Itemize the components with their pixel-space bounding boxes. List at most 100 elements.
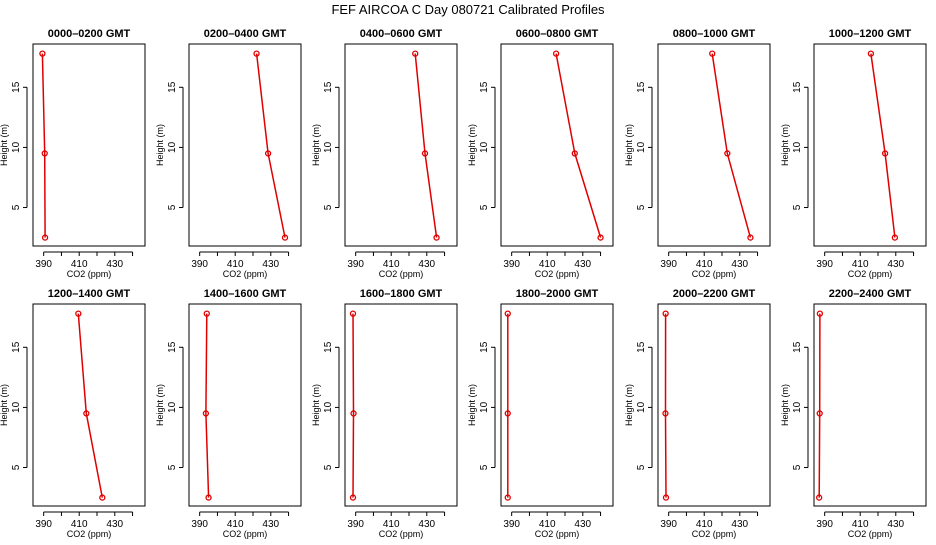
panel-title: 0000–0200 GMT (48, 28, 131, 40)
co2-profile-line (205, 313, 210, 498)
y-tick-label: 5 (323, 464, 334, 470)
plot-frame (657, 43, 771, 247)
x-tick-label: 410 (852, 519, 869, 530)
x-tick-label: 410 (696, 259, 713, 270)
y-tick-label: 15 (792, 341, 803, 353)
x-tick-label: 390 (816, 519, 833, 530)
plot-frame (188, 43, 302, 247)
y-tick-label: 5 (479, 464, 490, 470)
x-tick-label: 430 (887, 259, 904, 270)
co2-profile-point (349, 310, 357, 317)
x-axis-label: CO2 (ppm) (379, 529, 424, 539)
y-axis-label: Height (m) (0, 384, 9, 426)
x-tick-label: 430 (106, 259, 123, 270)
x-tick-label: 410 (71, 519, 88, 530)
x-tick-label: 410 (539, 519, 556, 530)
co2-profile-line (818, 313, 821, 498)
x-axis-label: CO2 (ppm) (223, 529, 268, 539)
plot-frame (32, 43, 146, 247)
x-tick-label: 390 (660, 519, 677, 530)
y-tick-label: 15 (636, 341, 647, 353)
y-tick-label: 10 (11, 401, 22, 413)
co2-profile-point (552, 50, 560, 57)
co2-profile-point (203, 310, 210, 317)
y-tick-label: 10 (479, 401, 490, 413)
y-tick-label: 5 (636, 204, 647, 210)
plot-frame (500, 303, 614, 507)
co2-profile-point (264, 150, 272, 157)
co2-profile-point (349, 494, 357, 501)
x-tick-label: 430 (418, 519, 435, 530)
co2-profile-point (41, 234, 49, 241)
x-tick-label: 390 (503, 519, 520, 530)
x-tick-label: 410 (696, 519, 713, 530)
y-tick-label: 10 (11, 141, 22, 153)
x-tick-label: 390 (35, 259, 52, 270)
panel-title: 1400–1600 GMT (204, 288, 287, 300)
y-tick-label: 5 (323, 204, 334, 210)
panel-title: 1000–1200 GMT (829, 28, 912, 40)
x-tick-label: 410 (852, 259, 869, 270)
y-tick-label: 15 (167, 341, 178, 353)
co2-profile-point (662, 310, 669, 317)
x-tick-label: 390 (347, 259, 364, 270)
co2-profile-line (352, 313, 355, 498)
panel-title: 1600–1800 GMT (360, 288, 443, 300)
plot-frame (344, 303, 458, 507)
y-tick-label: 10 (636, 141, 647, 153)
y-tick-label: 15 (323, 341, 334, 353)
y-tick-label: 10 (792, 401, 803, 413)
x-tick-label: 390 (191, 259, 208, 270)
co2-profile-point (881, 150, 889, 157)
x-tick-label: 410 (539, 259, 556, 270)
x-tick-label: 430 (262, 519, 279, 530)
co2-profile-point (350, 410, 357, 417)
x-tick-label: 430 (106, 519, 123, 530)
co2-profile-point (99, 494, 106, 501)
y-tick-label: 5 (792, 204, 803, 210)
co2-profile-point (504, 494, 511, 501)
co2-profile-point (75, 310, 82, 317)
y-tick-label: 5 (11, 464, 22, 470)
x-tick-label: 410 (227, 259, 244, 270)
y-tick-label: 5 (11, 204, 22, 210)
co2-profile-line (555, 53, 602, 238)
x-tick-label: 430 (731, 519, 748, 530)
plot-frame (344, 43, 458, 247)
panel-title: 0400–0600 GMT (360, 28, 443, 40)
y-tick-label: 5 (636, 464, 647, 470)
co2-profile-point (816, 310, 824, 317)
y-tick-label: 5 (479, 204, 490, 210)
y-axis-label: Height (m) (155, 384, 165, 426)
co2-profile-line (870, 53, 896, 238)
figure-title: FEF AIRCOA C Day 080721 Calibrated Profi… (331, 2, 605, 17)
co2-profile-point (412, 50, 419, 57)
plot-frame (657, 303, 771, 507)
panel-title: 0800–1000 GMT (673, 28, 756, 40)
y-tick-label: 10 (167, 401, 178, 413)
co2-profile-line (77, 313, 104, 498)
x-tick-label: 410 (71, 259, 88, 270)
y-tick-label: 10 (323, 141, 334, 153)
y-axis-label: Height (m) (0, 124, 9, 166)
y-axis-label: Height (m) (624, 384, 634, 426)
x-tick-label: 410 (383, 519, 400, 530)
x-tick-label: 430 (574, 519, 591, 530)
x-tick-label: 390 (191, 519, 208, 530)
co2-profile-point (816, 494, 823, 501)
co2-profile-point (867, 50, 875, 57)
co2-profile-point (597, 234, 604, 241)
x-tick-label: 410 (383, 259, 400, 270)
co2-profile-point (41, 150, 48, 157)
plot-frame (188, 303, 302, 507)
co2-profile-point (891, 234, 899, 241)
x-tick-label: 390 (35, 519, 52, 530)
co2-profile-point (571, 150, 578, 157)
y-tick-label: 15 (636, 81, 647, 93)
co2-profile-line (41, 53, 46, 238)
y-tick-label: 15 (479, 81, 490, 93)
